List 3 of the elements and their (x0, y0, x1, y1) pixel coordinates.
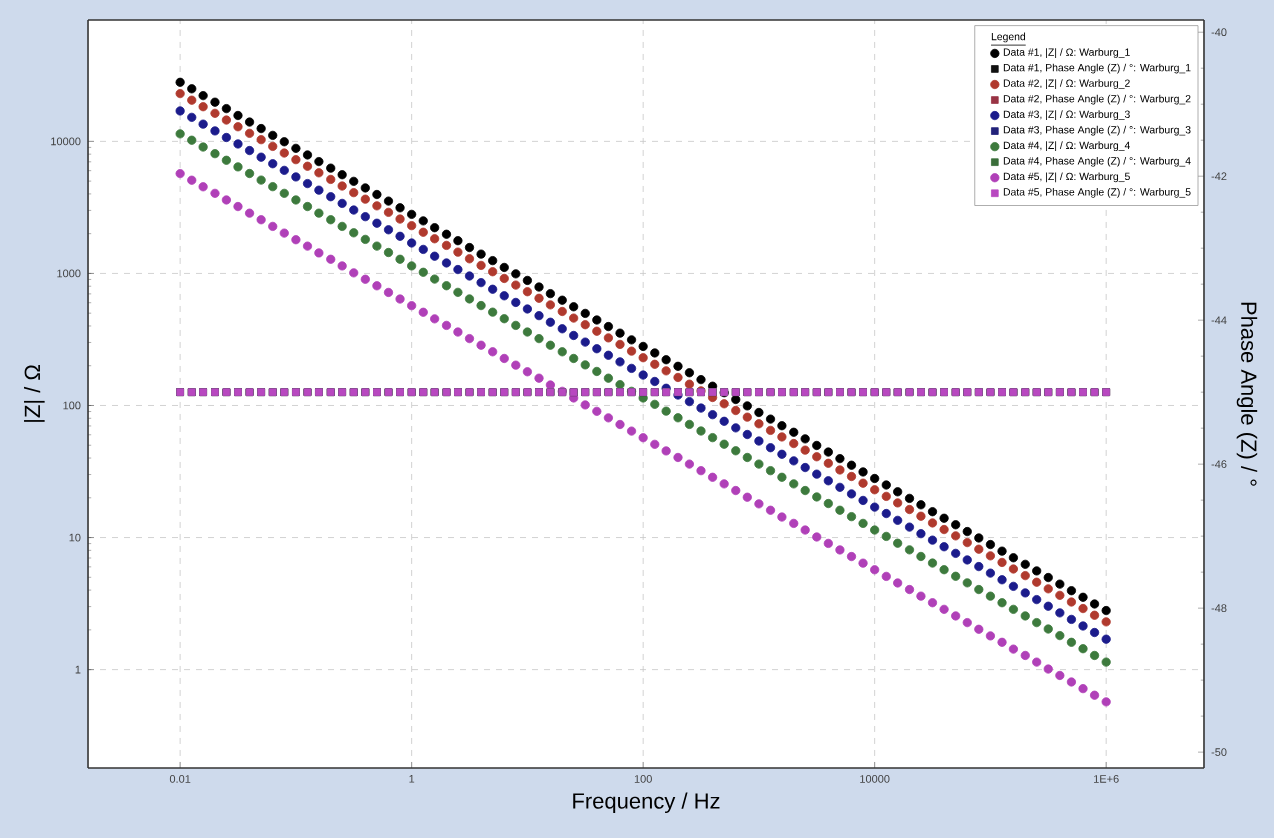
y2-axis-title: Phase Angle (Z) / ° (1236, 302, 1258, 486)
y-axis-title: |Z| / Ω (24, 365, 45, 422)
x-axis-title: Frequency / Hz (573, 792, 720, 814)
